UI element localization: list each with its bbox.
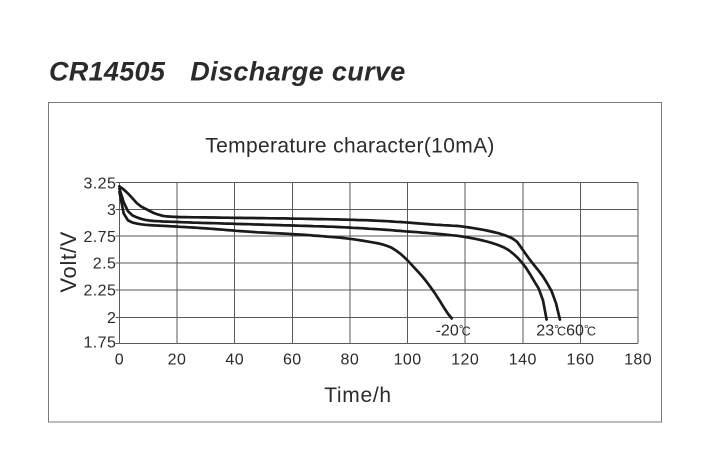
svg-text:2.5: 2.5 xyxy=(93,256,117,273)
svg-text:0: 0 xyxy=(115,352,124,369)
svg-text:140: 140 xyxy=(509,352,537,369)
svg-text:Discharge curve: Discharge curve xyxy=(190,57,405,87)
svg-text:3.25: 3.25 xyxy=(83,175,116,192)
svg-text:-20°C: -20°C xyxy=(436,322,471,339)
svg-text:2.25: 2.25 xyxy=(83,283,116,300)
svg-text:2.75: 2.75 xyxy=(83,229,116,246)
svg-text:20: 20 xyxy=(168,352,187,369)
svg-text:Temperature character(10mA): Temperature character(10mA) xyxy=(205,135,495,158)
svg-text:80: 80 xyxy=(341,352,360,369)
svg-text:3: 3 xyxy=(107,202,116,219)
svg-text:2: 2 xyxy=(107,310,116,327)
svg-text:Volt/V: Volt/V xyxy=(56,231,81,293)
svg-text:60: 60 xyxy=(283,352,302,369)
svg-text:CR14505: CR14505 xyxy=(49,57,166,87)
svg-text:23°C60°C: 23°C60°C xyxy=(536,322,596,339)
svg-text:160: 160 xyxy=(566,352,594,369)
svg-text:40: 40 xyxy=(225,352,244,369)
svg-text:1.75: 1.75 xyxy=(83,334,116,351)
svg-text:Time/h: Time/h xyxy=(324,384,392,407)
svg-text:120: 120 xyxy=(451,352,479,369)
svg-text:180: 180 xyxy=(624,352,652,369)
svg-text:100: 100 xyxy=(394,352,422,369)
